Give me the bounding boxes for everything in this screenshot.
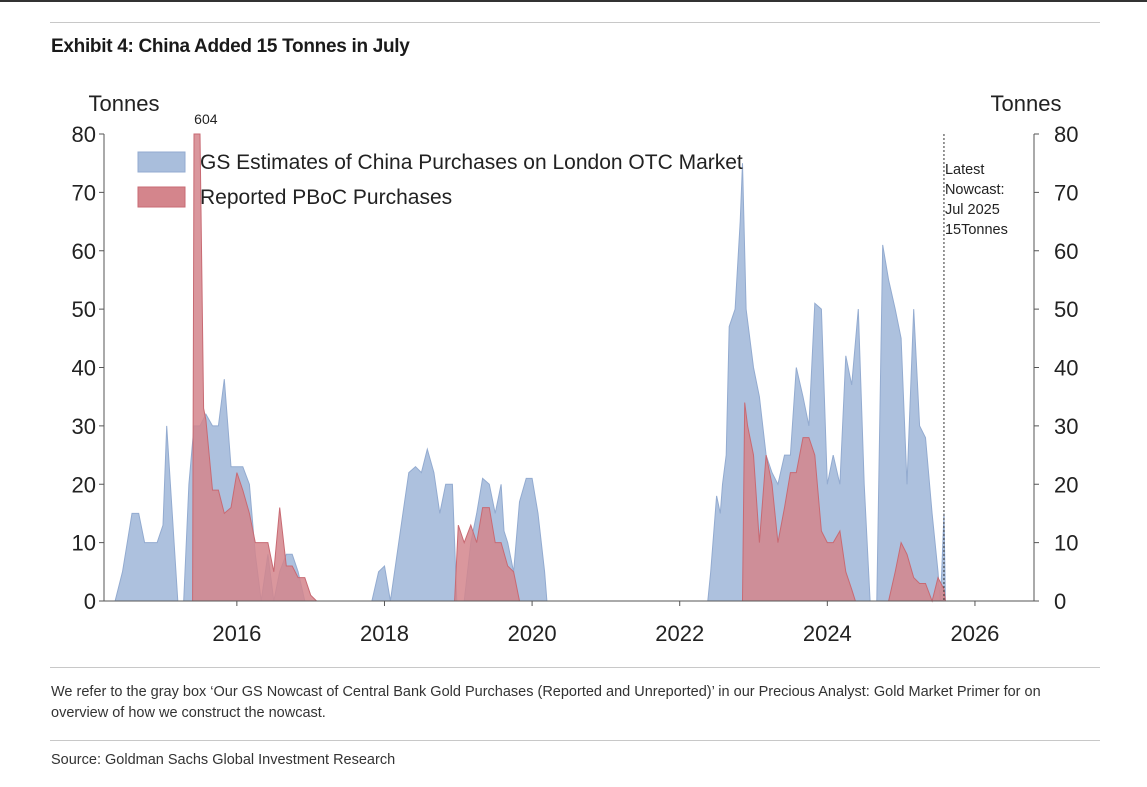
y-tick-label-left: 40	[72, 356, 96, 381]
legend-swatch	[137, 151, 186, 173]
x-tick-label: 2022	[655, 621, 704, 646]
legend-entry-label: Reported PBoC Purchases	[200, 186, 452, 209]
y-tick-label-right: 50	[1054, 297, 1078, 322]
nowcast-annotation-line: Nowcast:	[945, 182, 1005, 198]
x-tick-label: 2016	[212, 621, 261, 646]
y-tick-label-right: 40	[1054, 356, 1078, 381]
nowcast-annotation-line: Jul 2025	[945, 202, 1000, 218]
y-tick-label-left: 80	[72, 122, 96, 147]
source-line: Source: Goldman Sachs Global Investment …	[51, 752, 396, 768]
y-tick-label-left: 50	[72, 297, 96, 322]
exhibit-title: Exhibit 4: China Added 15 Tonnes in July	[51, 36, 410, 57]
y-tick-label-left: 20	[72, 472, 96, 497]
y-tick-label-right: 30	[1054, 414, 1078, 439]
y-tick-label-left: 30	[72, 414, 96, 439]
top-rule	[0, 0, 1147, 2]
overflow-value-label: 604	[194, 111, 218, 127]
nowcast-annotation-line: 15Tonnes	[945, 222, 1008, 238]
y-tick-label-left: 60	[72, 239, 96, 264]
x-tick-label: 2020	[508, 621, 557, 646]
y-tick-label-right: 10	[1054, 531, 1078, 556]
legend: GS Estimates of China Purchases on Londo…	[137, 151, 743, 209]
y-tick-label-right: 70	[1054, 180, 1078, 205]
y-tick-label-left: 70	[72, 180, 96, 205]
gs-estimates-area	[114, 163, 946, 602]
legend-entry-label: GS Estimates of China Purchases on Londo…	[200, 151, 743, 174]
title-rule	[50, 22, 1100, 23]
footnote: We refer to the gray box ‘Our GS Nowcast…	[51, 684, 1041, 721]
y-tick-label-right: 20	[1054, 472, 1078, 497]
y-tick-label-right: 80	[1054, 122, 1078, 147]
y-axis-label-right: Tonnes	[991, 91, 1062, 116]
annotations: 604 Latest Nowcast: Jul 2025 15Tonnes	[194, 111, 1008, 601]
nowcast-annotation-line: Latest	[945, 162, 985, 178]
x-tick-label: 2024	[803, 621, 852, 646]
y-tick-label-left: 0	[84, 589, 96, 614]
y-tick-label-right: 0	[1054, 589, 1066, 614]
note-rule	[50, 667, 1100, 668]
source-rule	[50, 740, 1100, 741]
x-tick-label: 2018	[360, 621, 409, 646]
y-tick-label-right: 60	[1054, 239, 1078, 264]
y-axis-label-left: Tonnes	[89, 91, 160, 116]
legend-swatch	[137, 186, 186, 208]
x-tick-label: 2026	[950, 621, 999, 646]
y-tick-label-left: 10	[72, 531, 96, 556]
